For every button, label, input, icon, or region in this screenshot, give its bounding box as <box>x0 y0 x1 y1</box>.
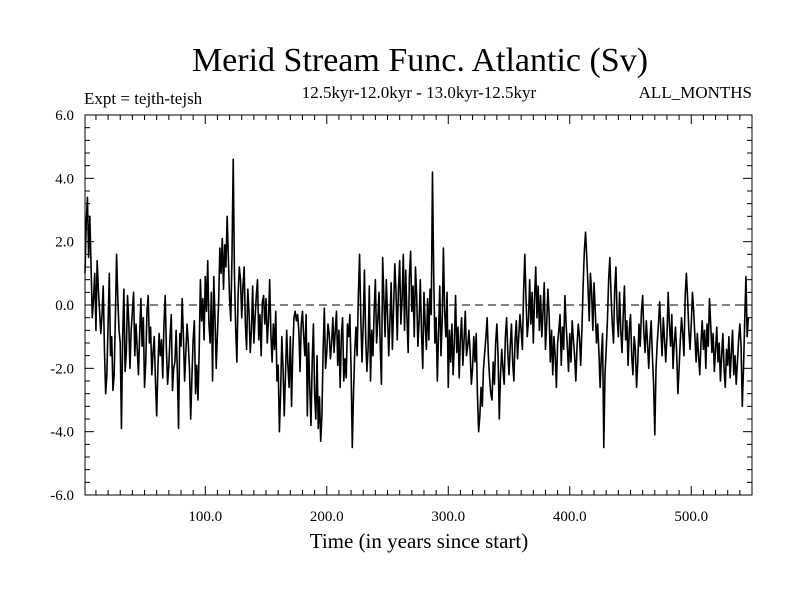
x-tick-label: 100.0 <box>188 509 222 525</box>
y-tick-label: 2.0 <box>55 235 74 251</box>
y-tick-label: -6.0 <box>50 488 74 504</box>
y-tick-label: 6.0 <box>55 108 74 124</box>
months-label: ALL_MONTHS <box>639 83 752 102</box>
x-tick-label: 200.0 <box>310 509 344 525</box>
x-tick-label: 500.0 <box>674 509 708 525</box>
y-tick-label: 4.0 <box>55 171 74 187</box>
x-axis: 100.0 200.0 300.0 400.0 500.0 <box>95 115 753 525</box>
chart-title: Merid Stream Func. Atlantic (Sv) <box>192 42 648 79</box>
experiment-label: Expt = tejth-tejsh <box>84 89 203 108</box>
y-axis: 6.0 4.0 2.0 0.0 -2.0 -4.0 -6.0 <box>50 108 752 504</box>
x-tick-label: 300.0 <box>431 509 465 525</box>
y-tick-label: -2.0 <box>50 361 74 377</box>
series-line <box>84 158 750 449</box>
period-label: 12.5kyr-12.0kyr - 13.0kyr-12.5kyr <box>302 83 537 102</box>
y-tick-label: 0.0 <box>55 298 74 314</box>
y-tick-label: -4.0 <box>50 425 74 441</box>
x-axis-label: Time (in years since start) <box>310 529 529 553</box>
x-tick-label: 400.0 <box>553 509 587 525</box>
